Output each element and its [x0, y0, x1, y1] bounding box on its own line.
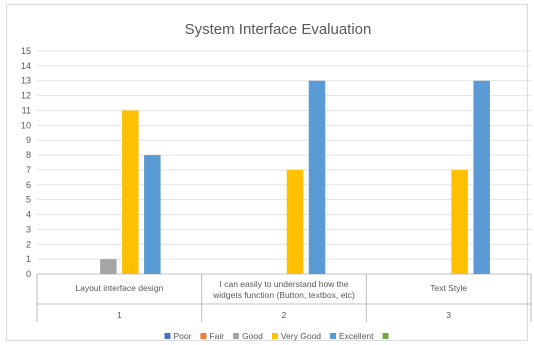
y-tick-label: 15: [21, 46, 31, 56]
bar: [308, 80, 326, 274]
legend-label: Poor: [173, 331, 191, 341]
y-tick-label: 0: [26, 269, 31, 279]
bar: [451, 169, 468, 274]
legend-label: Excellent: [339, 331, 374, 341]
category-label: Text Style: [430, 283, 467, 293]
chart-title: System Interface Evaluation: [185, 21, 372, 38]
y-tick-label: 11: [22, 105, 31, 115]
y-tick-label: 14: [21, 61, 31, 71]
bars: [100, 80, 490, 274]
y-tick-label: 1: [26, 254, 31, 264]
category-number: 3: [446, 310, 451, 320]
bar: [122, 110, 139, 274]
legend-label: Fair: [209, 331, 224, 341]
legend-label: Very Good: [281, 331, 321, 341]
category-number: 1: [117, 310, 122, 320]
bar: [144, 155, 161, 274]
category-label: Layout interface design: [75, 283, 163, 293]
y-tick-label: 10: [21, 120, 31, 130]
y-tick-label: 7: [26, 165, 31, 175]
y-tick-label: 3: [26, 224, 31, 234]
legend-label: Good: [242, 331, 263, 341]
y-tick-label: 8: [26, 150, 31, 160]
y-tick-label: 5: [26, 195, 31, 205]
chart-frame: [6, 4, 528, 341]
category-number: 2: [282, 310, 287, 320]
legend-swatch: [271, 333, 278, 339]
legend-swatch: [233, 333, 240, 339]
bar: [286, 169, 304, 274]
y-tick-label: 2: [26, 239, 31, 249]
legend: Poor Fair Good Very Good Excellent: [164, 331, 389, 341]
bar: [100, 259, 117, 274]
y-tick-label: 4: [26, 210, 31, 220]
legend-swatch: [330, 333, 337, 339]
bar: [473, 80, 490, 274]
gridlines: [37, 50, 531, 275]
category-label: widgets function (Button, textbox, etc): [212, 290, 355, 300]
y-tick-label: 6: [26, 180, 31, 190]
legend-swatch: [164, 333, 171, 339]
y-tick-label: 9: [26, 135, 31, 145]
category-label: I can easily to understand how the: [220, 279, 349, 289]
legend-swatch: [382, 333, 389, 339]
y-tick-label: 12: [21, 91, 31, 101]
y-tick-label: 13: [21, 76, 31, 86]
legend-swatch: [200, 333, 207, 339]
x-axis: Layout interface design 1 I can easily to …: [36, 274, 532, 322]
